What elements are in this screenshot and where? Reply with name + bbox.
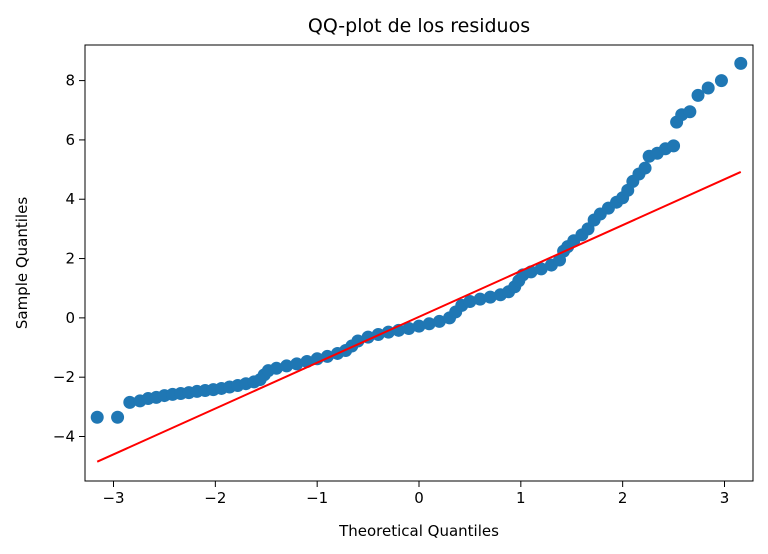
sample-quantile-point bbox=[638, 161, 652, 175]
sample-quantile-point bbox=[432, 314, 446, 328]
x-tick-label: −3 bbox=[102, 489, 124, 507]
chart-title: QQ-plot de los residuos bbox=[308, 15, 530, 37]
reference-line bbox=[96, 171, 742, 463]
sample-quantile-point bbox=[269, 361, 283, 375]
x-axis: −3 −2 −1 0 1 2 3 bbox=[102, 481, 729, 507]
sample-quantile-point bbox=[683, 105, 697, 119]
x-tick-label: 0 bbox=[414, 489, 424, 507]
sample-quantile-point bbox=[351, 334, 365, 348]
sample-quantile-point bbox=[714, 74, 728, 88]
y-tick-label: −4 bbox=[53, 428, 75, 446]
x-axis-label: Theoretical Quantiles bbox=[338, 522, 499, 540]
y-axis-label: Sample Quantiles bbox=[13, 197, 31, 329]
plot-area bbox=[90, 56, 748, 463]
sample-quantile-point bbox=[463, 295, 477, 309]
y-tick-label: 6 bbox=[65, 131, 75, 149]
y-axis: −4 −2 0 2 4 6 8 bbox=[53, 72, 85, 446]
y-tick-label: 0 bbox=[65, 309, 75, 327]
y-tick-label: 8 bbox=[65, 72, 75, 90]
sample-quantile-point bbox=[111, 410, 125, 424]
y-tick-label: 4 bbox=[65, 190, 75, 208]
sample-quantile-point bbox=[734, 56, 748, 70]
sample-quantile-point bbox=[534, 262, 548, 276]
sample-quantile-point bbox=[123, 395, 137, 409]
sample-quantile-point bbox=[691, 88, 705, 102]
x-tick-label: 3 bbox=[720, 489, 730, 507]
y-tick-label: −2 bbox=[53, 368, 75, 386]
plot-frame bbox=[84, 44, 754, 482]
sample-quantile-point bbox=[422, 317, 436, 331]
sample-quantile-point bbox=[402, 322, 416, 336]
y-tick-label: 2 bbox=[65, 250, 75, 268]
x-tick-label: 1 bbox=[516, 489, 526, 507]
sample-quantile-point bbox=[90, 410, 104, 424]
sample-quantile-point bbox=[280, 359, 294, 373]
sample-quantile-point bbox=[701, 81, 715, 95]
sample-quantile-point bbox=[412, 319, 426, 333]
x-tick-label: −2 bbox=[204, 489, 226, 507]
sample-quantile-point bbox=[290, 357, 304, 371]
x-tick-label: 2 bbox=[618, 489, 628, 507]
x-tick-label: −1 bbox=[306, 489, 328, 507]
sample-quantile-point bbox=[483, 290, 497, 304]
sample-quantile-point bbox=[667, 139, 681, 153]
sample-quantile-point bbox=[473, 292, 487, 306]
